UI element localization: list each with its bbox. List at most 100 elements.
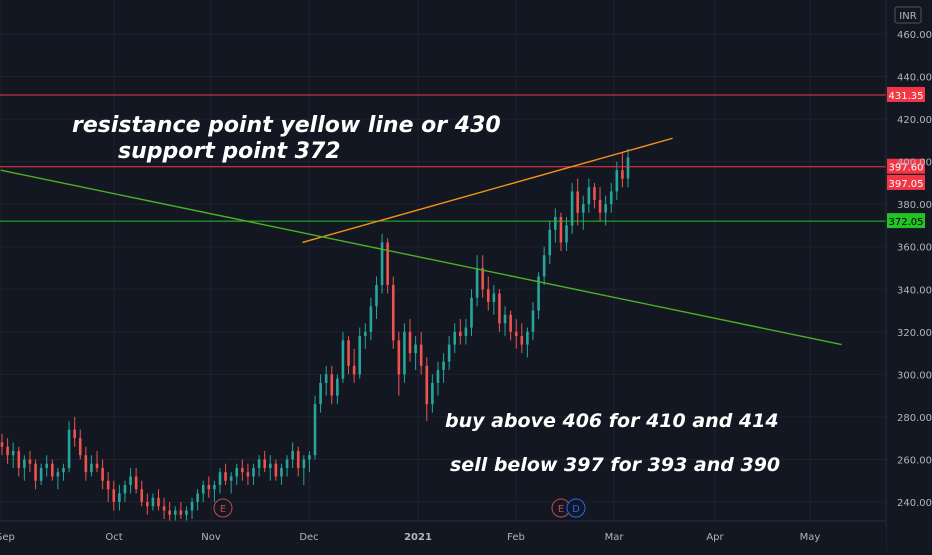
candle-body <box>403 331 406 375</box>
candle-body <box>453 331 457 345</box>
candle-body <box>408 331 412 354</box>
candle-body <box>414 344 417 354</box>
candle-body <box>531 310 535 332</box>
candle-body <box>84 455 88 473</box>
candle-body <box>218 472 222 485</box>
candle-body <box>179 510 183 515</box>
candle-body <box>509 314 512 332</box>
candle-body <box>95 463 99 468</box>
candle-body <box>45 463 49 468</box>
candle-body <box>347 340 350 366</box>
dividend-event-label: D <box>572 504 580 515</box>
x-tick-label: Nov <box>201 532 221 543</box>
candle-body <box>213 484 216 490</box>
candle-body <box>358 336 362 375</box>
candle-body <box>28 459 32 464</box>
candle-body <box>419 344 423 366</box>
horizontal-levels: 431.35 397.60 397.05 372.05 <box>0 86 925 229</box>
candle-body <box>274 463 278 477</box>
candle-body <box>526 331 529 345</box>
candle-body <box>341 340 345 379</box>
candle-body <box>207 484 211 490</box>
candle-body <box>464 327 468 337</box>
candle-body <box>537 276 540 311</box>
y-tick-label: 420.00 <box>897 115 932 126</box>
candle-body <box>486 289 490 303</box>
candle-body <box>285 459 289 468</box>
candle-body <box>168 510 171 515</box>
candle-body <box>235 467 239 477</box>
candle-body <box>112 489 116 502</box>
candle-body <box>257 459 261 468</box>
y-tick-label: 300.00 <box>897 370 932 381</box>
candle-body <box>39 467 43 481</box>
grid <box>0 0 886 520</box>
candle-body <box>375 285 378 307</box>
price-level-tag <box>887 174 925 190</box>
candle-body <box>291 450 294 460</box>
candle-body <box>369 306 373 332</box>
candle-body <box>6 446 9 456</box>
price-axis[interactable]: INR 240.00 260.00 280.00 300.00 320.00 340.00… <box>885 0 932 550</box>
time-axis-bg <box>0 521 886 550</box>
candle-body <box>146 502 149 507</box>
candles <box>0 148 630 524</box>
candle-body <box>157 497 160 507</box>
candle-body <box>514 331 518 337</box>
candle-body <box>11 450 15 456</box>
candle-body <box>196 493 199 502</box>
candle-body <box>391 285 395 341</box>
earnings-event-icon[interactable] <box>213 498 233 518</box>
currency-badge[interactable] <box>894 6 922 24</box>
y-tick-label: 340.00 <box>897 285 932 296</box>
price-level-tag <box>887 213 925 229</box>
annotation-support: support point 372 <box>118 139 341 164</box>
candle-body <box>263 459 266 468</box>
y-tick-label: 440.00 <box>897 73 932 84</box>
candle-body <box>90 463 93 473</box>
candle-body <box>140 489 144 502</box>
candle-body <box>397 340 401 375</box>
candle-body <box>587 187 591 205</box>
candle-body <box>626 157 630 179</box>
candle-body <box>559 216 563 243</box>
time-axis[interactable]: Sep Oct Nov Dec 2021 Feb Mar Apr May <box>0 520 886 550</box>
price-level-label: 372.05 <box>889 217 924 228</box>
candle-body <box>570 191 574 226</box>
y-tick-label: 360.00 <box>897 243 932 254</box>
x-tick-label: Dec <box>299 532 318 543</box>
candle-body <box>319 382 322 405</box>
candle-body <box>134 476 138 490</box>
candle-body <box>173 510 177 515</box>
candle-body <box>190 502 194 511</box>
candle-body <box>151 497 155 507</box>
candle-body <box>593 187 596 200</box>
y-tick-label: 380.00 <box>897 200 932 211</box>
event-markers: E E D <box>213 498 586 518</box>
candle-body <box>252 467 255 477</box>
candle-body <box>302 459 306 468</box>
candle-body <box>364 331 367 337</box>
candle-body <box>78 438 82 456</box>
candle-body <box>503 314 507 324</box>
annotation-sell: sell below 397 for 393 and 390 <box>450 454 780 476</box>
candle-body <box>481 268 484 290</box>
candle-body <box>51 463 54 477</box>
candle-body <box>609 191 613 205</box>
candle-body <box>492 293 496 303</box>
candle-body <box>330 374 334 396</box>
candle-body <box>17 450 21 468</box>
candle-body <box>615 170 619 192</box>
y-tick-label: 260.00 <box>897 455 932 466</box>
candle-body <box>598 199 602 213</box>
candle-body <box>431 382 434 405</box>
annotation-block-top: resistance point yellow line or 430 supp… <box>72 113 501 164</box>
candle-body <box>268 463 272 468</box>
y-tick-label: 460.00 <box>897 30 932 41</box>
dividend-event-icon[interactable] <box>566 498 586 518</box>
candle-body <box>34 463 37 481</box>
candle-body <box>308 455 311 460</box>
y-tick-label: 320.00 <box>897 328 932 339</box>
x-tick-label: May <box>800 532 821 543</box>
